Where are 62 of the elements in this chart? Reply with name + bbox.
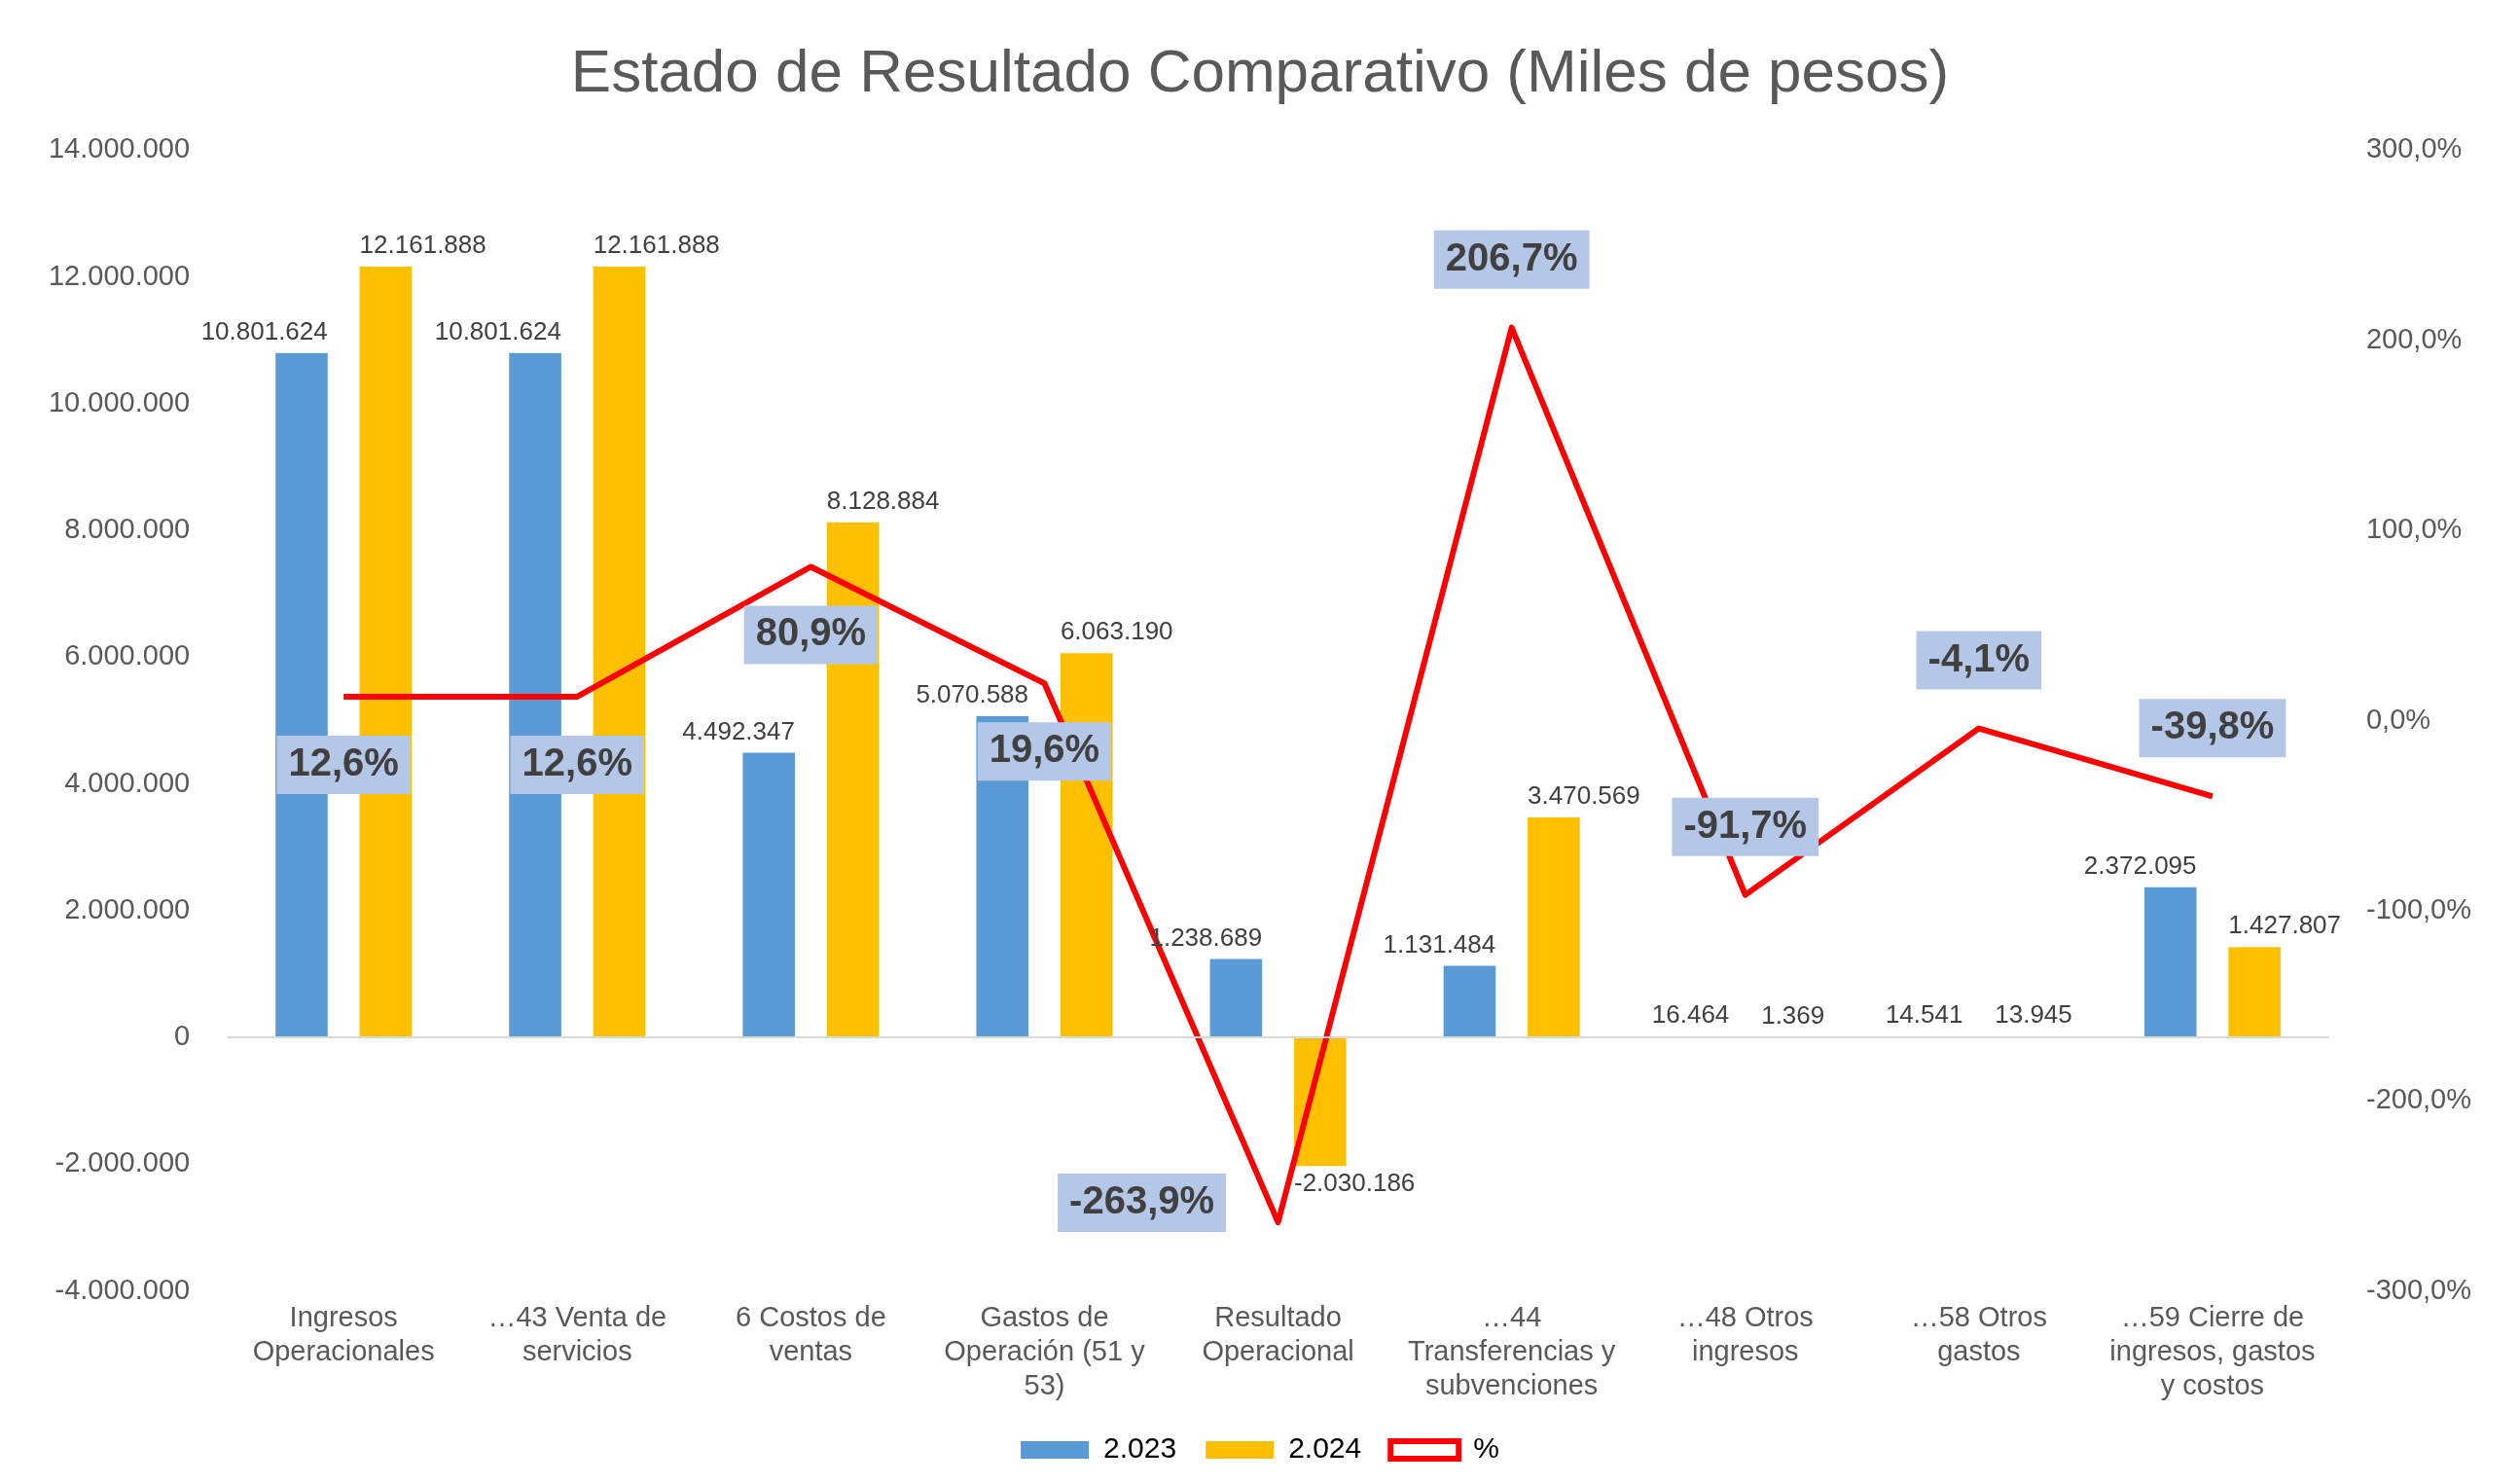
data-label: 10.801.624 [434, 315, 561, 345]
bar [2228, 947, 2281, 1038]
x-tick-label: …48 Otros ingresos [1676, 1301, 1814, 1366]
data-label: 80,9% [755, 610, 867, 654]
y2-tick-label: -300,0% [2365, 1273, 2471, 1305]
bar [1443, 965, 1496, 1038]
y-tick-label: 8.000.000 [64, 513, 191, 545]
data-label: -4,1% [1927, 635, 2031, 679]
bar [742, 752, 795, 1038]
y-tick-label: 10.000.000 [48, 385, 191, 417]
data-label: -91,7% [1683, 802, 1808, 846]
bar [1528, 817, 1580, 1038]
data-label: 19,6% [989, 727, 1100, 771]
bar [1209, 959, 1263, 1038]
y2-tick-label: 200,0% [2365, 322, 2463, 354]
y-tick-label: 12.000.000 [48, 259, 191, 291]
y-tick-label: 6.000.000 [64, 639, 191, 671]
data-label: 3.470.569 [1528, 780, 1640, 811]
data-label: 13.945 [1995, 999, 2072, 1030]
x-tick-label: …59 Cierre de ingresos, gastos y costos [2109, 1301, 2316, 1400]
data-label: 6.063.190 [1060, 616, 1173, 646]
x-tick-label: Ingresos Operacionales [252, 1301, 435, 1366]
y2-tick-label: -200,0% [2365, 1083, 2471, 1115]
data-label: 1.427.807 [2228, 910, 2342, 940]
data-label: -39,8% [2150, 704, 2275, 747]
x-tick-label: …44 Transferencias y subvenciones [1408, 1301, 1616, 1400]
y-tick-label: 2.000.000 [64, 892, 191, 924]
chart-title: Estado de Resultado Comparativo (Miles de pesos) [570, 37, 1950, 105]
x-tick-label: 6 Costos de ventas [735, 1301, 886, 1366]
data-label: 8.128.884 [826, 485, 940, 515]
bar [2143, 887, 2197, 1038]
data-label: 16.464 [1651, 999, 1730, 1030]
data-label: 12.161.888 [593, 230, 720, 260]
data-label: 4.492.347 [682, 715, 795, 745]
data-label: 2.372.095 [2083, 850, 2197, 880]
data-label: 12,6% [288, 740, 399, 783]
y-tick-label: 0 [174, 1020, 191, 1052]
x-tick-label: …58 Otros gastos [1910, 1301, 2047, 1366]
data-label: 14.541 [1885, 999, 1963, 1030]
x-tick-label: Gastos de Operación (51 y 53) [944, 1301, 1146, 1400]
y2-tick-label: 0,0% [2365, 703, 2431, 735]
y-tick-label: 4.000.000 [64, 766, 191, 798]
y2-tick-label: 300,0% [2365, 132, 2463, 164]
legend-label: % [1473, 1431, 1499, 1465]
legend-label: 2.024 [1288, 1431, 1362, 1465]
data-label: -2.030.186 [1293, 1168, 1416, 1198]
data-label: 1.369 [1761, 1000, 1825, 1031]
data-label: -263,9% [1069, 1178, 1215, 1222]
data-label: 5.070.588 [916, 679, 1029, 709]
data-label: 1.131.484 [1383, 928, 1496, 959]
y2-tick-label: -100,0% [2365, 892, 2471, 924]
y-tick-label: -2.000.000 [54, 1146, 191, 1178]
x-tick-label: Resultado Operacional [1202, 1301, 1354, 1366]
y-tick-label: 14.000.000 [48, 132, 191, 164]
y2-tick-label: 100,0% [2365, 513, 2463, 545]
data-label: 12,6% [522, 740, 632, 783]
data-label: 10.801.624 [200, 315, 328, 345]
x-tick-label: …43 Venta de servicios [487, 1301, 667, 1366]
y-tick-label: -4.000.000 [54, 1273, 191, 1305]
data-label: 206,7% [1445, 235, 1578, 278]
data-label: 12.161.888 [359, 230, 486, 260]
legend-label: 2.023 [1103, 1431, 1177, 1465]
